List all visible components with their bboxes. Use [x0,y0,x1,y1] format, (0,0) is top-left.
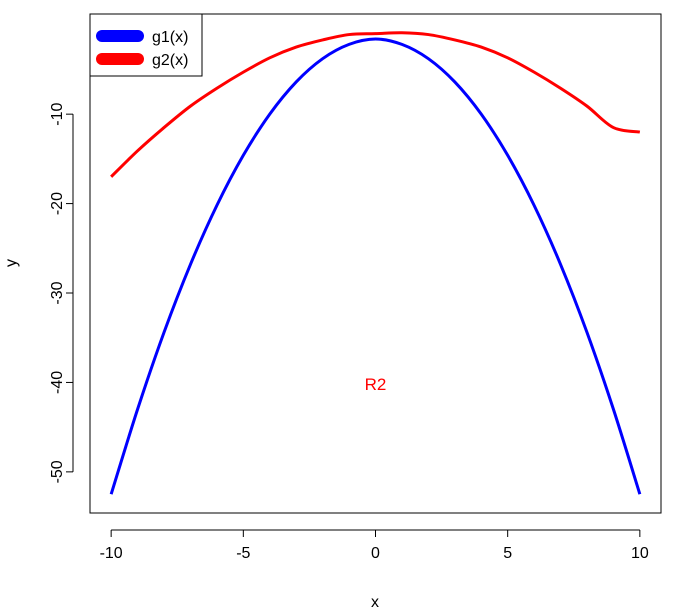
x-tick-label: -5 [236,545,250,562]
x-tick-label: 0 [371,545,380,562]
series-layer [109,31,642,495]
x-axis: -10 -5 0 5 10 [100,529,649,562]
legend-label-g1: g1(x) [152,29,188,46]
legend-label-g2: g2(x) [152,52,188,69]
x-axis-label: x [371,594,379,611]
y-axis-label: y [3,259,20,267]
x-tick-label: -10 [100,545,123,562]
plot-frame [89,13,662,514]
y-tick-label: -50 [49,460,66,483]
y-axis: -50 -40 -30 -20 -10 [49,102,74,483]
y-tick-label: -10 [49,102,66,125]
x-tick-label: 5 [503,545,512,562]
x-tick-label: 10 [631,545,649,562]
legend: g1(x) g2(x) [89,13,203,77]
y-tick-label: -40 [49,371,66,394]
series-line-g1x [109,37,642,495]
y-tick-label: -30 [49,281,66,304]
annotation-label: R2 [365,375,387,394]
y-tick-label: -20 [49,192,66,215]
legend-box [89,13,203,77]
series-line-g2x [110,31,641,178]
